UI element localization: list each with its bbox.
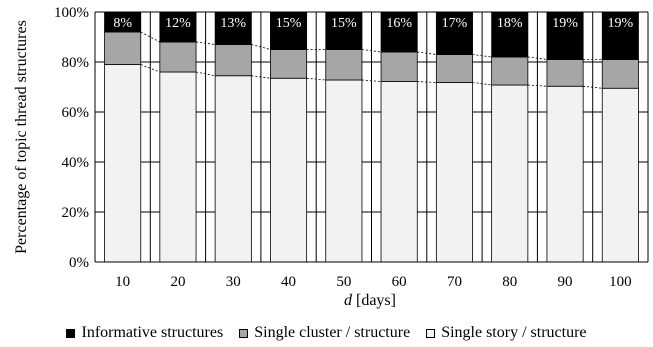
legend-label: Single story / structure <box>441 324 587 341</box>
x-tick-label: 20 <box>170 274 185 290</box>
connector-line <box>251 75 271 79</box>
bar-segment <box>601 59 639 89</box>
connector-line <box>140 31 161 43</box>
connector-line <box>361 49 382 53</box>
connector-line <box>140 64 160 73</box>
data-label: 19% <box>608 16 634 31</box>
x-tick-label: 100 <box>609 274 632 290</box>
bar-segment <box>270 49 308 79</box>
legend-item: Single story / structure <box>426 324 587 342</box>
x-tick-label: 50 <box>336 274 351 290</box>
connector-line <box>527 56 547 60</box>
legend-swatch <box>239 328 249 338</box>
connector-line <box>195 71 216 77</box>
data-label: 16% <box>386 16 412 31</box>
bar-segment <box>325 49 363 81</box>
connector-line <box>196 41 216 45</box>
bar-segment <box>380 51 418 82</box>
x-tick-label: 80 <box>502 274 517 290</box>
data-labels: 8% 12% 13% 15% 15% 16% 17% 18% 19% 19% <box>113 16 633 31</box>
bar-segment <box>214 75 252 263</box>
bar-segment <box>325 79 363 263</box>
data-label: 18% <box>497 16 523 31</box>
x-axis-title-unit: [days] <box>352 292 396 309</box>
x-axis-title: d [days] <box>344 292 396 309</box>
bar-segment <box>270 77 308 263</box>
data-label: 15% <box>276 16 302 31</box>
bar-segment <box>380 11 418 53</box>
y-tick-label: 100% <box>54 5 89 21</box>
x-axis-title-variable: d <box>344 292 353 309</box>
connector-line <box>583 85 603 89</box>
bar-segment <box>159 41 197 73</box>
bar-segment <box>380 81 418 263</box>
connector-line <box>527 84 547 87</box>
legend: Informative structures Single cluster / s… <box>0 321 653 345</box>
bars <box>104 11 639 263</box>
x-tick-label: 40 <box>281 274 296 290</box>
data-label: 15% <box>331 16 357 31</box>
legend-item: Informative structures <box>66 324 223 342</box>
x-tick-label: 10 <box>115 274 130 290</box>
data-label: 8% <box>113 16 132 31</box>
bar-segment <box>546 11 584 60</box>
bar-segment <box>104 31 142 65</box>
connector-line <box>251 44 271 50</box>
bar-segment <box>435 82 473 263</box>
x-tick-labels: 10 20 30 40 50 60 70 80 90 100 <box>115 274 631 290</box>
bar-segment <box>435 54 473 83</box>
data-label: 12% <box>165 16 191 31</box>
bar-segment <box>104 64 142 263</box>
legend-label: Single cluster / structure <box>254 324 411 341</box>
y-tick-label: 0% <box>69 255 89 271</box>
x-tick-label: 30 <box>226 274 241 290</box>
connector-lines <box>140 31 603 89</box>
bar-segment <box>214 44 252 77</box>
bar-segment <box>435 11 473 55</box>
bar-segment <box>159 71 197 263</box>
legend-label: Informative structures <box>81 324 224 341</box>
bar-segment <box>325 11 363 50</box>
bar-segment <box>214 11 252 45</box>
y-tick-label: 40% <box>62 155 90 171</box>
data-label: 19% <box>552 16 578 31</box>
chart: 8% 12% 13% 15% 15% 16% 17% 18% 19% 19% 0% 20% 40% 60… <box>13 5 649 309</box>
x-tick-label: 90 <box>558 274 573 290</box>
y-tick-label: 60% <box>62 105 90 121</box>
bar-segment <box>104 11 142 33</box>
connector-line <box>417 51 437 55</box>
bar-segment <box>270 11 308 50</box>
x-tick-label: 60 <box>392 274 407 290</box>
bar-segment <box>491 84 529 263</box>
legend-swatch <box>426 328 436 338</box>
x-tick-label: 70 <box>447 274 462 290</box>
y-tick-label: 80% <box>62 55 90 71</box>
connector-line <box>472 54 492 58</box>
legend-swatch <box>66 328 76 338</box>
connector-line <box>306 77 326 81</box>
bar-segment <box>546 85 584 263</box>
legend-item: Single cluster / structure <box>239 324 410 342</box>
bar-segment <box>159 11 197 43</box>
connector-line <box>417 81 437 83</box>
bar-segment <box>601 87 639 263</box>
y-tick-labels: 0% 20% 40% 60% 80% 100% <box>54 5 89 271</box>
y-tick-label: 20% <box>62 205 90 221</box>
bar-segment <box>546 59 584 87</box>
y-axis-title: Percentage of topic thread structures <box>13 20 30 254</box>
connector-line <box>361 79 382 82</box>
data-label: 17% <box>442 16 468 31</box>
bar-segment <box>491 11 529 58</box>
data-label: 13% <box>220 16 246 31</box>
connector-line <box>472 82 492 86</box>
bar-segment <box>601 11 639 60</box>
bar-segment <box>491 56 529 86</box>
